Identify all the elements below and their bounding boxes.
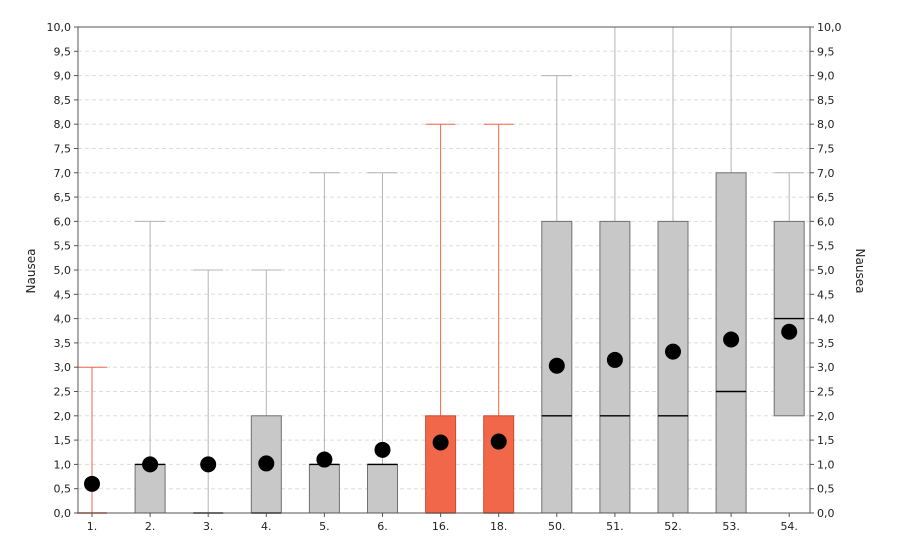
y-tick-label-right: 6,5 (817, 191, 835, 204)
y-tick-label-left: 5,0 (54, 264, 72, 277)
mean-dot (374, 441, 391, 458)
y-tick-label-right: 3,0 (817, 361, 835, 374)
x-tick-label: 51. (606, 520, 624, 533)
y-tick-label-right: 9,0 (817, 70, 835, 83)
mean-dot (723, 331, 740, 348)
box-group-54 (773, 172, 805, 417)
box-group-6 (367, 172, 398, 514)
x-tick-label: 53. (722, 520, 740, 533)
y-tick-label-right: 2,0 (817, 410, 835, 423)
mean-dot (200, 456, 217, 473)
x-tick-label: 2. (145, 520, 156, 533)
y-tick-label-right: 5,5 (817, 240, 835, 253)
mean-dot (781, 323, 798, 340)
box-group-53 (715, 26, 747, 514)
mean-dot (432, 434, 449, 451)
x-tick-label: 6. (377, 520, 388, 533)
y-tick-label-right: 7,5 (817, 143, 835, 156)
x-tick-label: 16. (432, 520, 450, 533)
y-tick-label-left: 2,5 (54, 386, 72, 399)
y-tick-label-left: 0,0 (54, 507, 72, 520)
y-tick-label-right: 8,5 (817, 94, 835, 107)
y-tick-label-left: 8,0 (54, 118, 72, 131)
y-tick-label-left: 4,5 (54, 288, 72, 301)
y-tick-label-right: 1,5 (817, 434, 835, 447)
box-iqr (425, 415, 457, 514)
mean-dot (316, 451, 333, 468)
y-tick-label-left: 7,5 (54, 143, 72, 156)
y-tick-label-left: 9,5 (54, 45, 72, 58)
mean-dot (490, 433, 507, 450)
box-group-52 (657, 26, 689, 514)
y-tick-label-left: 1,0 (54, 458, 72, 471)
y-tick-label-right: 10,0 (817, 21, 842, 34)
box-iqr (308, 463, 340, 514)
y-tick-label-right: 8,0 (817, 118, 835, 131)
x-tick-label: 1. (87, 520, 98, 533)
y-tick-label-right: 4,5 (817, 288, 835, 301)
y-tick-label-right: 6,0 (817, 215, 835, 228)
y-tick-label-right: 7,0 (817, 167, 835, 180)
y-tick-label-left: 6,5 (54, 191, 72, 204)
y-axis-title-left: Nausea (24, 249, 38, 294)
mean-dot (142, 456, 159, 473)
y-tick-label-left: 3,0 (54, 361, 72, 374)
y-tick-label-left: 2,0 (54, 410, 72, 423)
box-group-18 (483, 123, 515, 514)
mean-dot (548, 357, 565, 374)
tick-labels: 0,0 0,0 0,5 0,5 1,0 1,0 1,5 1,5 2,0 2,0 2,5 2,5 3,0 3… (47, 21, 842, 533)
x-tick-label: 4. (261, 520, 272, 533)
x-tick-label: 50. (548, 520, 566, 533)
mean-dot (84, 475, 100, 492)
y-tick-label-left: 4,0 (54, 313, 72, 326)
mean-dot (606, 351, 623, 368)
box-iqr (657, 220, 689, 514)
x-tick-label: 18. (490, 520, 508, 533)
box-group-51 (599, 26, 631, 514)
y-tick-label-right: 2,5 (817, 386, 835, 399)
box-marks (77, 26, 805, 514)
box-iqr (367, 463, 398, 514)
box-group-2 (134, 220, 166, 514)
y-tick-label-left: 10,0 (47, 21, 72, 34)
mean-dot (665, 343, 681, 360)
box-group-4 (250, 269, 282, 514)
box-group-16 (425, 123, 457, 514)
y-tick-label-right: 0,5 (817, 483, 835, 496)
y-tick-label-left: 8,5 (54, 94, 72, 107)
y-tick-label-right: 9,5 (817, 45, 835, 58)
y-tick-label-right: 1,0 (817, 458, 835, 471)
y-tick-label-left: 9,0 (54, 70, 72, 83)
y-tick-label-left: 5,5 (54, 240, 72, 253)
y-tick-label-left: 6,0 (54, 215, 72, 228)
box-iqr (483, 415, 515, 514)
y-tick-label-left: 3,5 (54, 337, 72, 350)
y-tick-label-left: 1,5 (54, 434, 72, 447)
x-tick-label: 54. (780, 520, 798, 533)
x-tick-label: 52. (664, 520, 682, 533)
y-tick-label-right: 4,0 (817, 313, 835, 326)
gridlines (78, 50, 810, 490)
y-tick-label-left: 0,5 (54, 483, 72, 496)
x-tick-label: 5. (319, 520, 330, 533)
box-iqr (134, 463, 166, 514)
y-axis-title-right: Nausea (853, 249, 867, 294)
y-tick-label-right: 5,0 (817, 264, 835, 277)
y-tick-label-left: 7,0 (54, 167, 72, 180)
box-group-50 (541, 75, 573, 514)
mean-dot (258, 455, 275, 472)
x-tick-label: 3. (203, 520, 214, 533)
box-group-5 (308, 172, 340, 514)
y-tick-label-right: 0,0 (817, 507, 835, 520)
y-tick-label-right: 3,5 (817, 337, 835, 350)
